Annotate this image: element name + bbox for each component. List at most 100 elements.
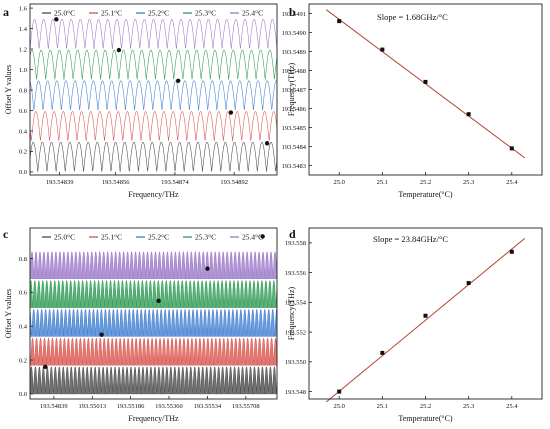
c-legend-label: 25.4°C (242, 233, 263, 242)
a-ytick-label: 1.6 (19, 5, 28, 12)
d-fit-line (325, 238, 526, 403)
b-xtick-label: 25.0 (334, 179, 345, 186)
c-xtick-label: 193.54839 (40, 403, 68, 410)
a-xtick-label: 193.54874 (161, 179, 189, 186)
d-data-point (380, 350, 385, 355)
c-x-axis-title: Frequency/THz (128, 414, 179, 423)
b-xtick-label: 25.2 (420, 179, 431, 186)
panel-d-slope-annotation: Slope = 23.84GHz/°C (373, 234, 448, 244)
c-series-marker (156, 298, 161, 304)
c-ytick-label: 0.4 (19, 323, 28, 330)
c-ytick-label: 0.2 (19, 357, 27, 364)
panel-a: a 25.0°C 25.1°C 25.2°C 25.3°C 25.4°C 193.5483… (3, 3, 278, 199)
d-ytick-label: 193.554 (285, 300, 307, 307)
a-series-marker (54, 17, 59, 22)
c-xtick-label: 193.55534 (194, 403, 222, 410)
b-xtick-label: 25.3 (463, 179, 474, 186)
a-legend-label: 25.0°C (54, 9, 75, 18)
a-series-marker (264, 141, 270, 146)
c-series-group (29, 234, 278, 395)
a-series-line (29, 111, 278, 142)
b-ytick-label: 193.5487 (282, 87, 307, 94)
c-xtick-label: 193.55708 (232, 403, 260, 410)
a-series-line (29, 141, 278, 173)
b-data-point (423, 79, 428, 84)
panel-d-plot: 25.0 25.1 25.2 25.3 25.4 193.548 193.550 193.55… (285, 227, 543, 423)
c-series-fill (29, 366, 278, 395)
panel-b: b Slope = 1.68GHz/°C 25.0 25.1 25.2 25.3 25.… (282, 3, 543, 199)
b-ytick-label: 193.5489 (282, 49, 306, 56)
b-data-point (466, 112, 471, 117)
c-series-marker (43, 364, 48, 370)
d-xtick-label: 25.3 (463, 403, 474, 410)
c-axes-frame (29, 227, 278, 400)
c-series-marker (205, 266, 210, 271)
b-data-point (337, 19, 342, 24)
c-legend: 25.0°C 25.1°C 25.2°C 25.3°C 25.4°C (42, 233, 263, 242)
b-ytick-label: 193.5485 (282, 125, 306, 132)
a-legend-label: 25.3°C (195, 9, 216, 18)
c-series-marker (260, 234, 265, 239)
a-series-marker (176, 78, 181, 83)
panel-c-plot: 25.0°C 25.1°C 25.2°C 25.3°C 25.4°C 193.54839 1… (4, 227, 278, 423)
d-ytick-label: 193.552 (285, 329, 306, 336)
c-series-fill (29, 337, 278, 366)
a-series-marker (116, 47, 122, 53)
a-xtick-label: 193.54856 (102, 179, 130, 186)
a-series-line (29, 19, 278, 50)
a-ytick-label: 1.4 (19, 26, 28, 33)
a-ytick-label: 1.2 (19, 46, 27, 53)
c-ytick-label: 0.8 (19, 256, 27, 263)
panel-d: d Slope = 23.84GHz/°C 25.0 25.1 25.2 25.3 25… (285, 227, 543, 423)
c-series-fill (29, 279, 278, 308)
a-series-line (29, 49, 278, 80)
a-ytick-label: 0.2 (19, 149, 27, 156)
d-ytick-label: 193.558 (285, 240, 306, 247)
c-ytick-label: 0.0 (19, 391, 27, 398)
d-xtick-label: 25.1 (377, 403, 388, 410)
b-data-point (509, 146, 514, 151)
c-series-marker (99, 332, 104, 337)
d-xtick-label: 25.0 (334, 403, 345, 410)
d-axes-frame (308, 227, 543, 400)
a-x-axis-title: Frequency/THz (128, 190, 179, 199)
panel-b-plot: 25.0 25.1 25.2 25.3 25.4 193.5483 193.5484 193.… (282, 3, 543, 199)
c-legend-label: 25.2°C (148, 233, 169, 242)
a-xtick-label: 193.54839 (46, 179, 74, 186)
c-ytick-label: 0.6 (19, 290, 28, 297)
b-x-axis-title: Temperature(°C) (398, 190, 453, 199)
a-ytick-label: 0.4 (19, 128, 28, 135)
c-legend-label: 25.3°C (195, 233, 216, 242)
a-legend: 25.0°C 25.1°C 25.2°C 25.3°C 25.4°C (42, 9, 263, 18)
d-x-axis-title: Temperature(°C) (398, 414, 453, 423)
d-data-point (509, 249, 514, 254)
b-ytick-label: 193.5483 (282, 163, 306, 170)
a-legend-label: 25.4°C (242, 9, 263, 18)
a-axes-frame (29, 3, 278, 176)
d-data-point (466, 281, 471, 286)
b-axes-frame (308, 3, 543, 176)
b-y-axis-title: Frequency(THz) (287, 63, 296, 117)
b-ytick-label: 193.5490 (282, 30, 306, 37)
d-ytick-label: 193.550 (285, 359, 306, 366)
c-series-fill (29, 251, 278, 280)
a-ytick-label: 1.0 (19, 67, 27, 74)
b-xtick-label: 25.1 (377, 179, 388, 186)
c-legend-label: 25.0°C (54, 233, 75, 242)
a-series-group (29, 17, 278, 173)
a-y-axis-title: Offset Y values (4, 65, 13, 114)
b-ytick-label: 193.5491 (282, 11, 306, 18)
b-ytick-label: 193.5488 (282, 68, 306, 75)
c-xtick-label: 193.55013 (78, 403, 106, 410)
d-data-point (337, 389, 342, 394)
a-ytick-label: 0.0 (19, 169, 27, 176)
panel-d-letter: d (289, 227, 296, 241)
c-xtick-label: 193.55186 (117, 403, 145, 410)
a-series-line (29, 80, 278, 111)
b-data-point (380, 47, 385, 52)
c-y-axis-title: Offset Y values (4, 289, 13, 338)
a-legend-label: 25.2°C (148, 9, 169, 18)
b-ytick-label: 193.5486 (282, 106, 307, 113)
a-xtick-label: 193.54892 (220, 179, 248, 186)
a-ytick-label: 0.6 (19, 108, 28, 115)
